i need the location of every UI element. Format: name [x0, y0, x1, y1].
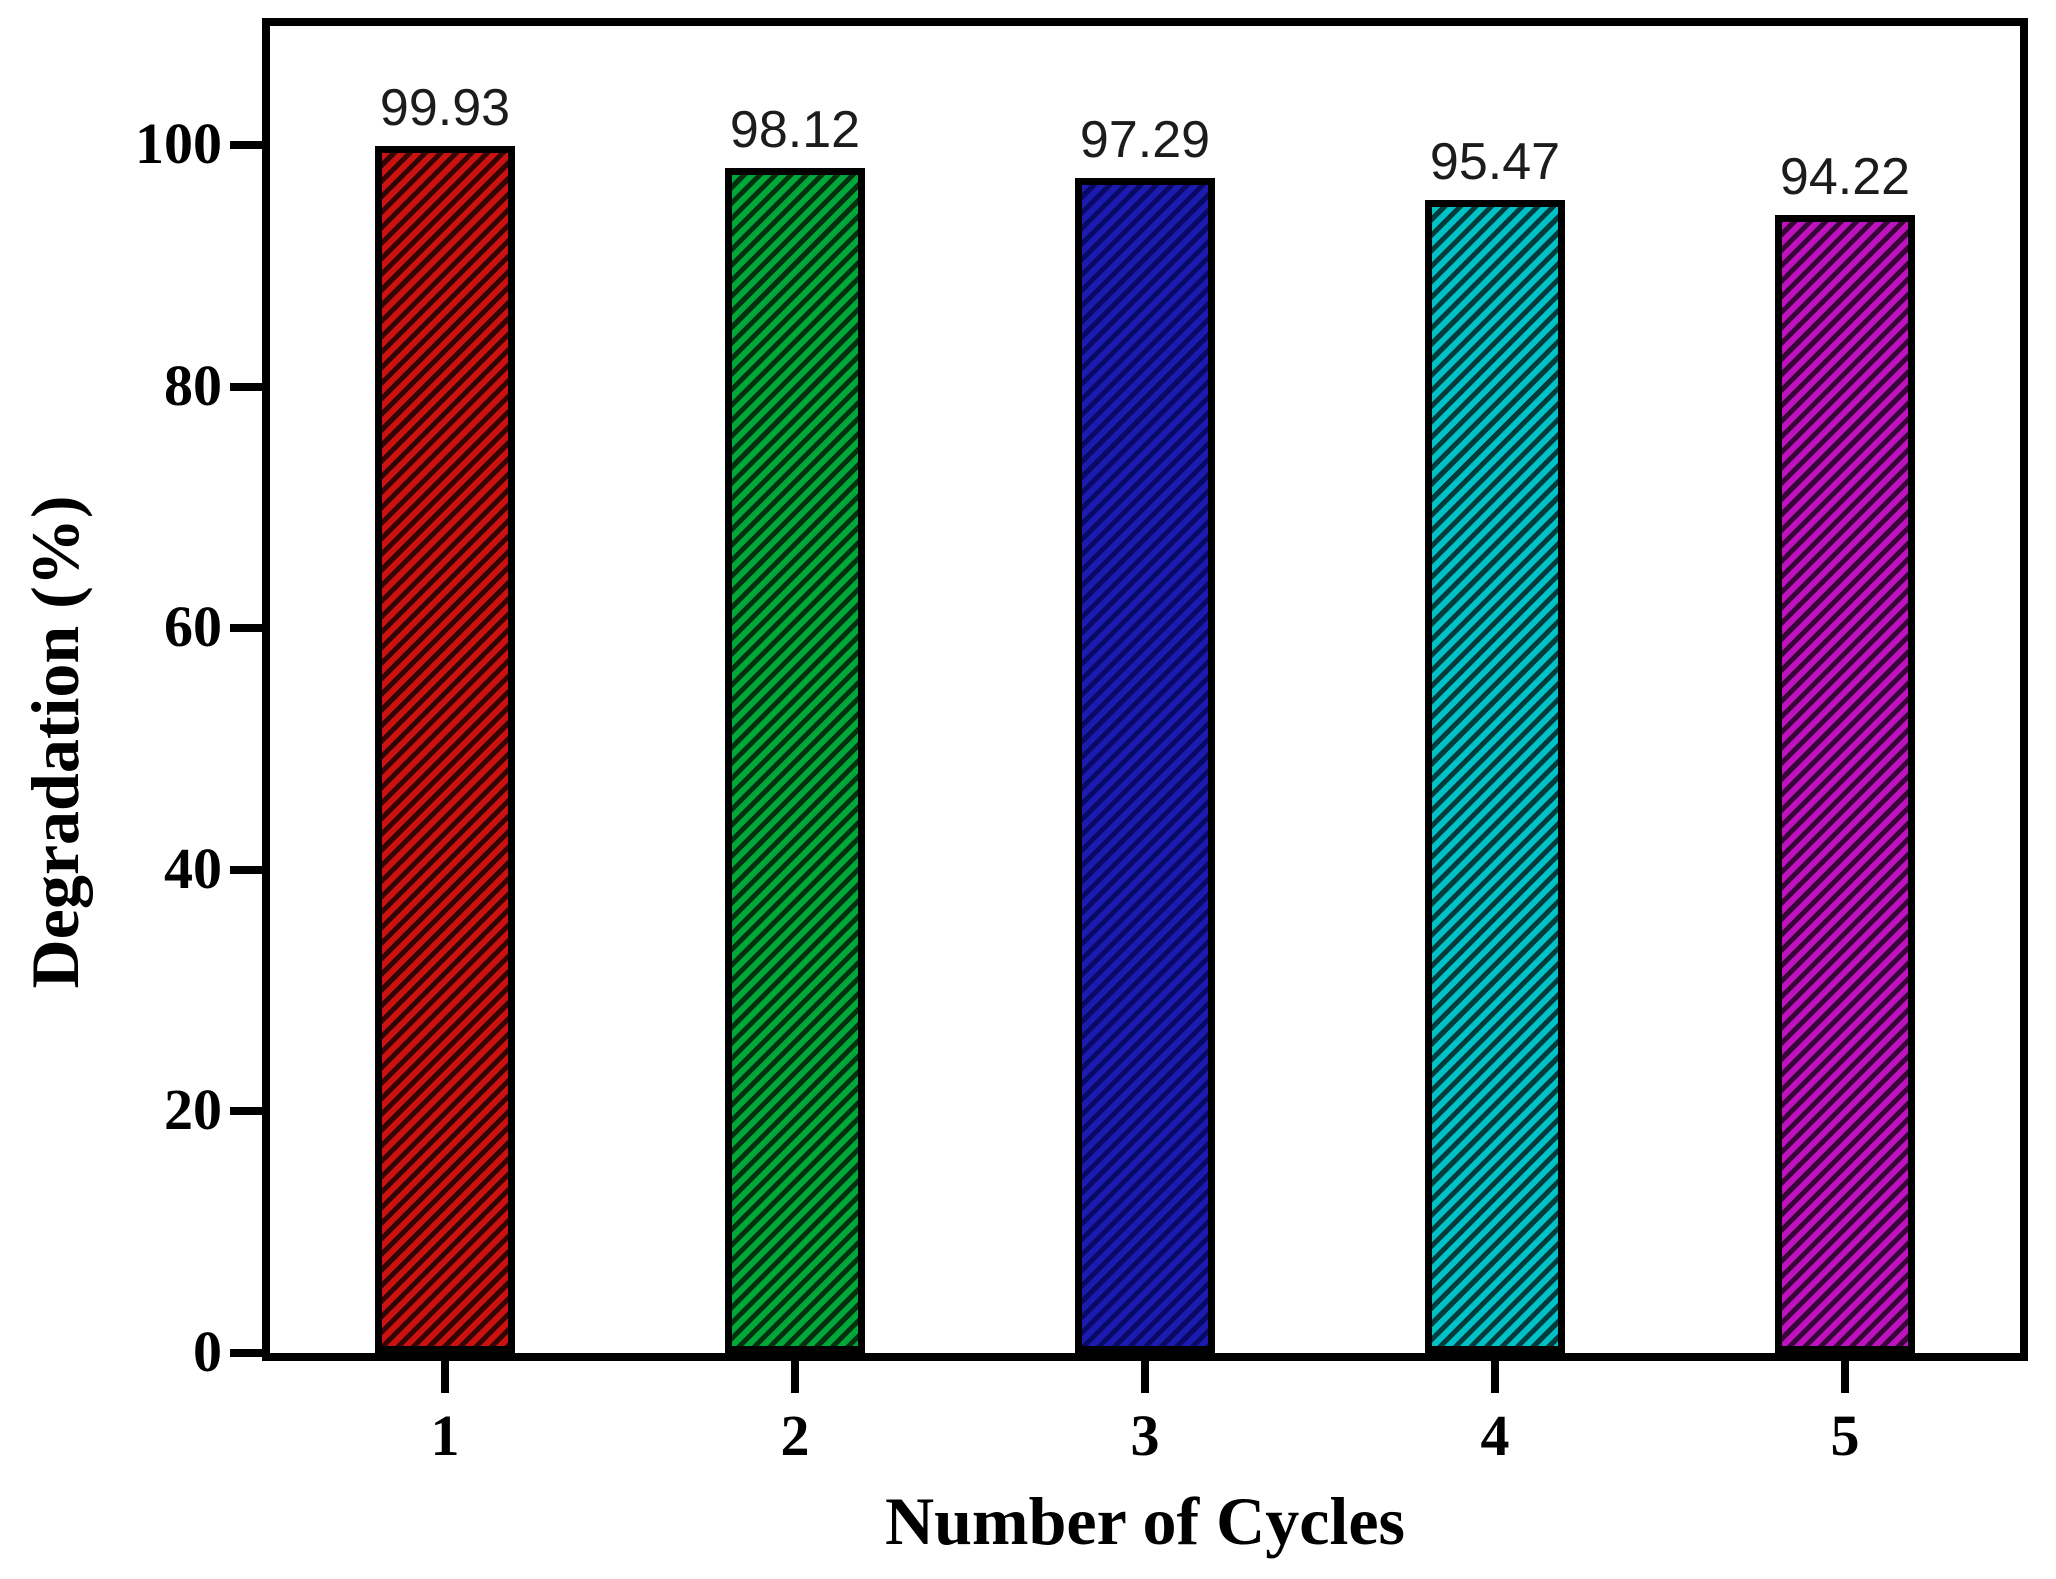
x-axis-title: Number of Cycles	[885, 1483, 1405, 1559]
y-tick-60	[230, 624, 262, 633]
x-tick-3	[1141, 1361, 1149, 1393]
y-tick-80	[230, 382, 262, 391]
x-tick-4	[1491, 1361, 1499, 1393]
y-tick-40	[230, 865, 262, 874]
y-axis-title: Degradation (%)	[17, 495, 93, 989]
x-tick-label-1: 1	[430, 1403, 460, 1468]
x-tick-2	[791, 1361, 799, 1393]
y-tick-label-0: 0	[193, 1318, 222, 1384]
x-tick-label-5: 5	[1830, 1403, 1860, 1468]
x-tick-1	[441, 1361, 449, 1393]
x-tick-label-4: 4	[1480, 1403, 1510, 1468]
y-tick-100	[230, 141, 262, 149]
x-tick-label-3: 3	[1130, 1403, 1160, 1468]
y-tick-label-100: 100	[135, 110, 222, 176]
x-tick-5	[1841, 1361, 1849, 1393]
y-tick-label-80: 80	[164, 352, 222, 418]
y-tick-20	[230, 1107, 262, 1116]
x-tick-label-2: 2	[780, 1403, 810, 1468]
y-tick-label-20: 20	[164, 1077, 222, 1143]
y-tick-0	[230, 1349, 262, 1357]
plot-area	[262, 18, 2028, 1361]
